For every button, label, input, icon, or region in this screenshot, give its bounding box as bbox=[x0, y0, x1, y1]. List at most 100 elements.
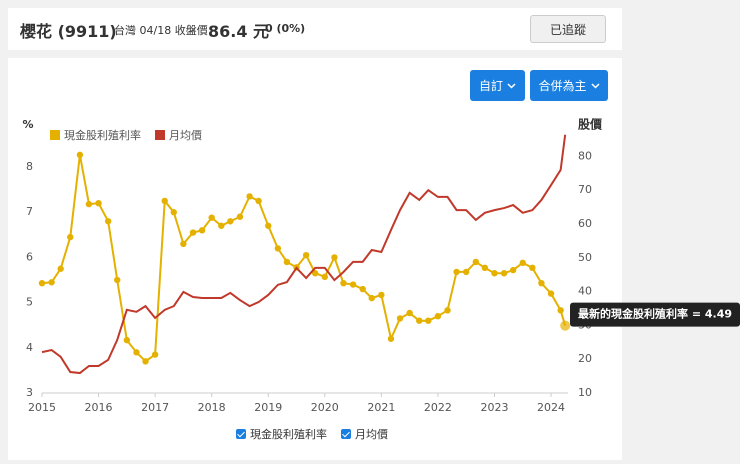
data-point bbox=[48, 279, 55, 286]
y-tick-label: 6 bbox=[26, 250, 33, 263]
series-line bbox=[41, 134, 567, 375]
data-point bbox=[236, 213, 244, 220]
data-point bbox=[38, 279, 46, 287]
legend-label: 現金股利殖利率 bbox=[250, 428, 327, 441]
header-card: 櫻花 (9911) 台灣 04/18 收盤價 86.4 元 0 (0%) 已追蹤 bbox=[8, 8, 622, 50]
data-point bbox=[331, 254, 338, 261]
x-tick-label: 2020 bbox=[311, 401, 339, 414]
change: 0 (0%) bbox=[265, 22, 306, 35]
x-tick-label: 2017 bbox=[141, 401, 169, 414]
legend-swatch bbox=[50, 130, 60, 140]
data-point bbox=[547, 290, 555, 297]
data-point bbox=[189, 229, 197, 236]
legend-label: 月均價 bbox=[169, 128, 202, 142]
y2-tick-label: 80 bbox=[578, 149, 592, 162]
y-tick-label: 8 bbox=[26, 160, 33, 173]
chevron bbox=[590, 82, 600, 89]
data-point bbox=[416, 317, 423, 324]
custom-dropdown[interactable]: 自訂 bbox=[470, 70, 525, 101]
data-point bbox=[142, 358, 149, 365]
data-point bbox=[114, 276, 121, 284]
button-label: 合併為主 bbox=[538, 79, 587, 93]
data-point bbox=[396, 315, 404, 322]
y2-tick-label: 50 bbox=[578, 251, 592, 264]
legend-toggle[interactable]: 現金股利殖利率 bbox=[236, 426, 327, 442]
y2-tick-label: 60 bbox=[578, 217, 592, 230]
data-point bbox=[302, 251, 310, 259]
data-point bbox=[180, 240, 187, 248]
y2-tick-label: 10 bbox=[578, 386, 592, 399]
data-point bbox=[509, 266, 517, 274]
data-point bbox=[359, 285, 366, 293]
chevron bbox=[507, 82, 516, 89]
data-point bbox=[560, 320, 571, 331]
data-point bbox=[85, 200, 93, 208]
data-point bbox=[340, 279, 347, 287]
legend-label: 現金股利殖利率 bbox=[64, 128, 141, 142]
data-point bbox=[557, 307, 564, 314]
data-point bbox=[246, 193, 253, 200]
follow-button[interactable]: 已追蹤 bbox=[530, 15, 606, 43]
market-date: 台灣 04/18 收盤價 bbox=[114, 24, 208, 37]
data-point bbox=[453, 268, 460, 276]
data-point bbox=[265, 222, 272, 229]
data-point bbox=[538, 279, 545, 287]
data-point bbox=[406, 309, 413, 317]
button-label: 自訂 bbox=[478, 79, 503, 93]
x-tick-label: 2016 bbox=[85, 401, 113, 414]
data-point bbox=[311, 270, 319, 277]
tooltip bbox=[570, 302, 740, 327]
x-tick-label: 2015 bbox=[28, 401, 56, 414]
stock-title: 櫻花 (9911) bbox=[20, 22, 117, 41]
x-tick-label: 2023 bbox=[480, 401, 508, 414]
data-point bbox=[349, 281, 357, 288]
data-point bbox=[161, 197, 168, 205]
data-point bbox=[519, 259, 526, 267]
x-tick-label: 2022 bbox=[424, 401, 452, 414]
data-point bbox=[133, 349, 140, 356]
data-point bbox=[529, 264, 536, 272]
x-tick-label: 2018 bbox=[198, 401, 226, 414]
y-tick-label: 7 bbox=[26, 205, 33, 218]
data-point bbox=[208, 214, 215, 221]
data-point bbox=[57, 265, 64, 272]
y2-axis-title: 股價 bbox=[578, 117, 603, 132]
data-point bbox=[227, 218, 234, 225]
data-point bbox=[123, 336, 131, 344]
data-point bbox=[198, 227, 206, 234]
y-tick-label: 3 bbox=[26, 386, 33, 399]
data-point bbox=[151, 351, 159, 358]
consolidated-dropdown[interactable]: 合併為主 bbox=[530, 70, 608, 101]
data-point bbox=[255, 197, 262, 205]
y2-tick-label: 20 bbox=[578, 352, 592, 365]
y-axis-title: % bbox=[22, 118, 33, 131]
data-point bbox=[283, 258, 291, 266]
data-point bbox=[95, 199, 102, 207]
data-point bbox=[76, 151, 84, 159]
data-point bbox=[491, 270, 498, 277]
data-point bbox=[368, 294, 375, 302]
y2-tick-label: 70 bbox=[578, 183, 592, 196]
data-point bbox=[500, 270, 508, 277]
x-tick-label: 2019 bbox=[254, 401, 282, 414]
data-point bbox=[218, 222, 225, 229]
data-point bbox=[425, 317, 432, 324]
data-point bbox=[434, 312, 442, 320]
x-tick-label: 2024 bbox=[537, 401, 565, 414]
data-point bbox=[104, 218, 112, 225]
legend-toggle[interactable]: 月均價 bbox=[341, 426, 388, 442]
checkbox bbox=[236, 429, 246, 439]
y-tick-label: 4 bbox=[26, 341, 33, 354]
y2-tick-label: 40 bbox=[578, 285, 592, 298]
x-tick-label: 2021 bbox=[367, 401, 395, 414]
data-point bbox=[321, 273, 328, 281]
data-point bbox=[170, 209, 177, 216]
data-point bbox=[67, 233, 74, 241]
data-point bbox=[472, 258, 480, 266]
price: 86.4 元 bbox=[208, 22, 270, 41]
data-point bbox=[378, 291, 385, 299]
data-point bbox=[274, 245, 282, 252]
data-point bbox=[462, 268, 470, 276]
